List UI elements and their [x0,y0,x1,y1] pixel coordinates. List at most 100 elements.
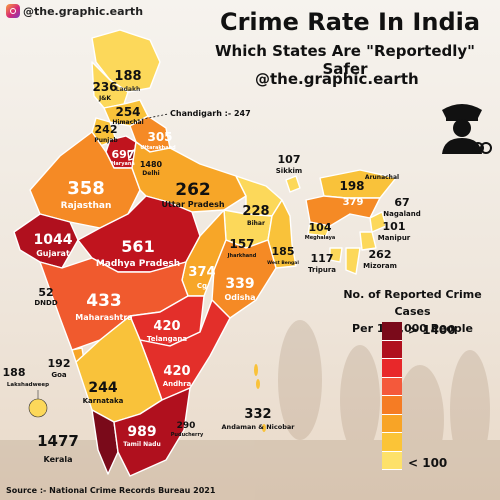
label-kerala-value: 1477 [37,432,79,450]
legend-swatch [382,377,402,396]
label-bihar-name: Bihar [247,220,265,227]
region-sikkim [285,175,301,193]
label-arunachal-value: 198 [339,179,364,193]
legend-low-label: < 100 [408,456,448,470]
label-tripura-name: Tripura [308,266,336,274]
page-title: Crime Rate In India [219,8,481,36]
label-dndd-value: 52 [38,286,53,299]
region-manipur [359,231,377,251]
label-tn-value: 989 [127,424,156,440]
label-mp-name: Madhya Pradesh [96,259,180,269]
region-ladakh [91,29,161,93]
label-manipur-name: Manipur [378,234,411,242]
label-uttarakhand-value: 305 [147,130,172,144]
label-maharashtra-value: 433 [86,291,122,311]
label-mizoram-name: Mizoram [363,262,397,270]
label-nagaland-name: Nagaland [383,210,420,218]
legend-swatch [382,340,402,359]
legend-title-line1: No. of Reported Crime Cases [343,288,482,318]
label-andaman-value: 332 [244,407,271,422]
label-nagaland-value: 67 [394,196,409,209]
region-mizoram [345,247,361,275]
region-gujarat [13,213,79,269]
handle-badge: @the.graphic.earth [6,4,143,18]
label-andhra-name: Andhra [163,380,192,388]
label-goa-value: 192 [48,357,71,370]
region-maharashtra [39,257,189,351]
label-andaman-name: Andaman & Nicobar [222,423,296,431]
label-sikkim-name: Sikkim [276,167,302,175]
label-up-value: 262 [175,180,211,200]
credit-handle: @the.graphic.earth [255,70,419,88]
label-lakshadweep-value: 188 [3,366,26,379]
region-punjab [91,117,117,147]
region-kerala [91,409,119,475]
legend-color-scale [382,322,402,470]
label-delhi-name: Delhi [142,170,159,177]
legend-swatch [382,322,402,341]
label-wb-value: 185 [272,245,295,258]
police-officer-icon [442,104,492,154]
region-tn [113,387,191,477]
legend-swatch [382,433,402,452]
label-puducherry-value: 290 [177,421,196,431]
legend-swatch [382,359,402,378]
region-tripura [329,247,343,263]
label-karnataka-name: Karnataka [83,397,124,405]
label-tripura-value: 117 [311,252,334,265]
label-manipur-value: 101 [383,220,406,233]
handle-text: @the.graphic.earth [23,4,144,18]
label-maharashtra-name: Maharashtra [75,313,132,322]
label-gujarat-value: 1044 [34,232,73,248]
label-arunachal-name: Arunachal [365,174,399,181]
legend-swatch [382,451,402,470]
label-himachal-name: Himachal [112,119,143,126]
label-jharkhand-name: Jharkhand [227,253,257,259]
label-jk-value: 236 [92,80,117,94]
label-haryana-name: Haryana [111,161,135,167]
label-assam-value: 379 [343,197,364,208]
label-jk-name: J&K [98,95,111,102]
legend-swatch [382,414,402,433]
label-andhra-value: 420 [163,364,190,379]
region-meghalaya [307,221,331,237]
label-chandigarh: Chandigarh :- 247 [170,109,251,118]
label-puducherry-name: Puducherry [171,432,204,438]
region-nagaland [369,211,387,233]
label-telangana-value: 420 [153,319,180,334]
label-telangana-name: Telangana [147,335,187,343]
label-punjab-value: 242 [95,123,118,136]
legend-high-label: > 1400 [408,323,456,337]
label-bihar-value: 228 [242,204,269,219]
label-kerala-name: Kerala [44,455,73,464]
label-meghalaya-name: Meghalaya [305,235,335,241]
label-lakshadweep-name: Lakshadweep [7,382,49,388]
label-cg-name: Cg [197,282,207,290]
label-haryana-value: 697 [112,148,135,161]
label-mp-value: 561 [121,237,154,256]
label-punjab-name: Punjab [94,137,118,144]
label-wb-name: West Bengal [267,260,299,266]
label-delhi-value: 1480 [140,160,163,169]
label-meghalaya-value: 104 [309,221,332,234]
label-odisha-value: 339 [225,276,254,292]
source-note: Source :- National Crime Records Bureau … [6,486,216,495]
label-up-name: Uttar Pradesh [161,200,224,209]
label-jharkhand-value: 157 [229,237,254,251]
label-rajasthan-name: Rajasthan [61,201,112,211]
andaman-nicobar-islands [254,364,266,432]
label-dndd-name: DNDD [34,299,57,307]
instagram-icon [6,4,20,18]
label-mizoram-value: 262 [369,248,392,261]
label-ladakh-value: 188 [114,69,141,84]
label-gujarat-name: Gujarat [36,249,70,258]
label-himachal-value: 254 [115,105,140,119]
label-ladakh-name: Ladakh [116,86,140,93]
legend-swatch [382,396,402,415]
label-tn-name: Tamil Nadu [123,441,160,448]
label-cg-value: 374 [188,265,215,280]
label-goa-name: Goa [51,371,67,379]
label-odisha-name: Odisha [224,293,255,302]
